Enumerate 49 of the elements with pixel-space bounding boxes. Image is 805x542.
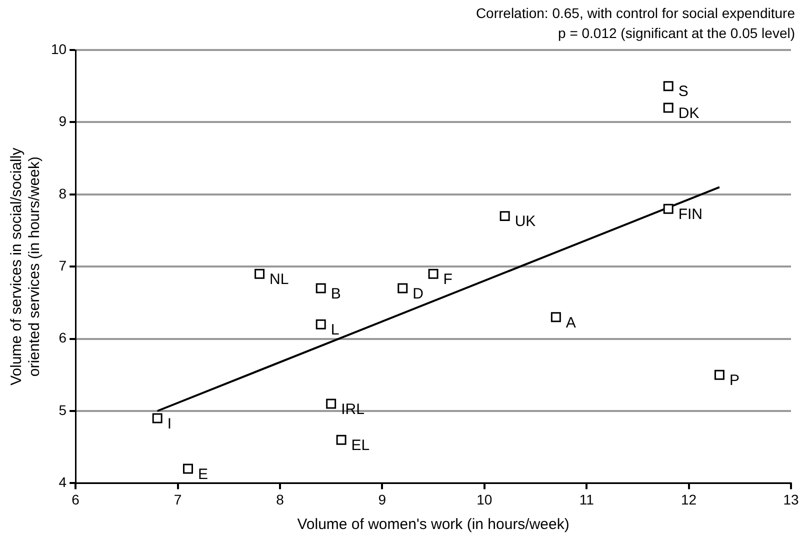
point <box>316 283 326 294</box>
annotation: EL <box>351 437 370 454</box>
annotation: A <box>566 314 576 332</box>
point <box>500 211 510 222</box>
y-tick-label: 5 <box>58 402 67 418</box>
y-tick-label: 7 <box>58 257 67 274</box>
y-axis-title: Volume of services in social/socially oriented services (in hours/week) <box>8 147 44 386</box>
x-tick-label: 7 <box>174 491 182 508</box>
x-tick-label: 13 <box>783 491 799 508</box>
annotation: FIN <box>678 206 703 223</box>
point <box>254 268 265 279</box>
y-tick-label: 9 <box>58 113 67 130</box>
point <box>183 464 193 474</box>
point <box>316 319 326 330</box>
point <box>398 283 408 294</box>
annotation: B <box>330 285 341 302</box>
point <box>714 370 724 380</box>
annotation: UK <box>514 213 536 230</box>
point <box>152 413 162 424</box>
annotation: P <box>729 372 740 390</box>
y-tick-label: 8 <box>58 185 67 202</box>
point <box>663 81 674 92</box>
x-tick-label: 11 <box>579 491 594 508</box>
y-tick-label: 10 <box>50 40 67 57</box>
annotation: DK <box>678 104 700 122</box>
x-tick-label: 9 <box>378 491 386 508</box>
text: p = 0.012 (significant at the 0.05 level) <box>558 24 795 41</box>
point <box>428 268 438 279</box>
y-tick-label: 4 <box>58 474 67 490</box>
annotation: L <box>330 322 340 338</box>
point <box>336 434 346 445</box>
annotation: I <box>167 415 172 432</box>
x-tick-label: 6 <box>72 491 80 508</box>
point <box>550 312 561 322</box>
annotation: E <box>198 466 208 483</box>
y-tick-label: 6 <box>58 330 67 346</box>
annotation: S <box>678 83 688 100</box>
point <box>663 204 674 214</box>
annotation: F <box>443 270 452 288</box>
annotation: D <box>412 285 424 302</box>
x-axis-title: Volume of women's work (in hours/week) <box>297 516 570 534</box>
text: Correlation: 0.65, with control for social expenditure <box>476 4 796 21</box>
point <box>326 398 336 409</box>
annotation: IRL <box>341 400 364 418</box>
x-tick-label: 8 <box>276 491 284 508</box>
x-tick-label: 10 <box>476 491 492 508</box>
x-tick-label: 12 <box>681 491 697 508</box>
point <box>663 102 674 113</box>
annotation: NL <box>270 270 289 288</box>
